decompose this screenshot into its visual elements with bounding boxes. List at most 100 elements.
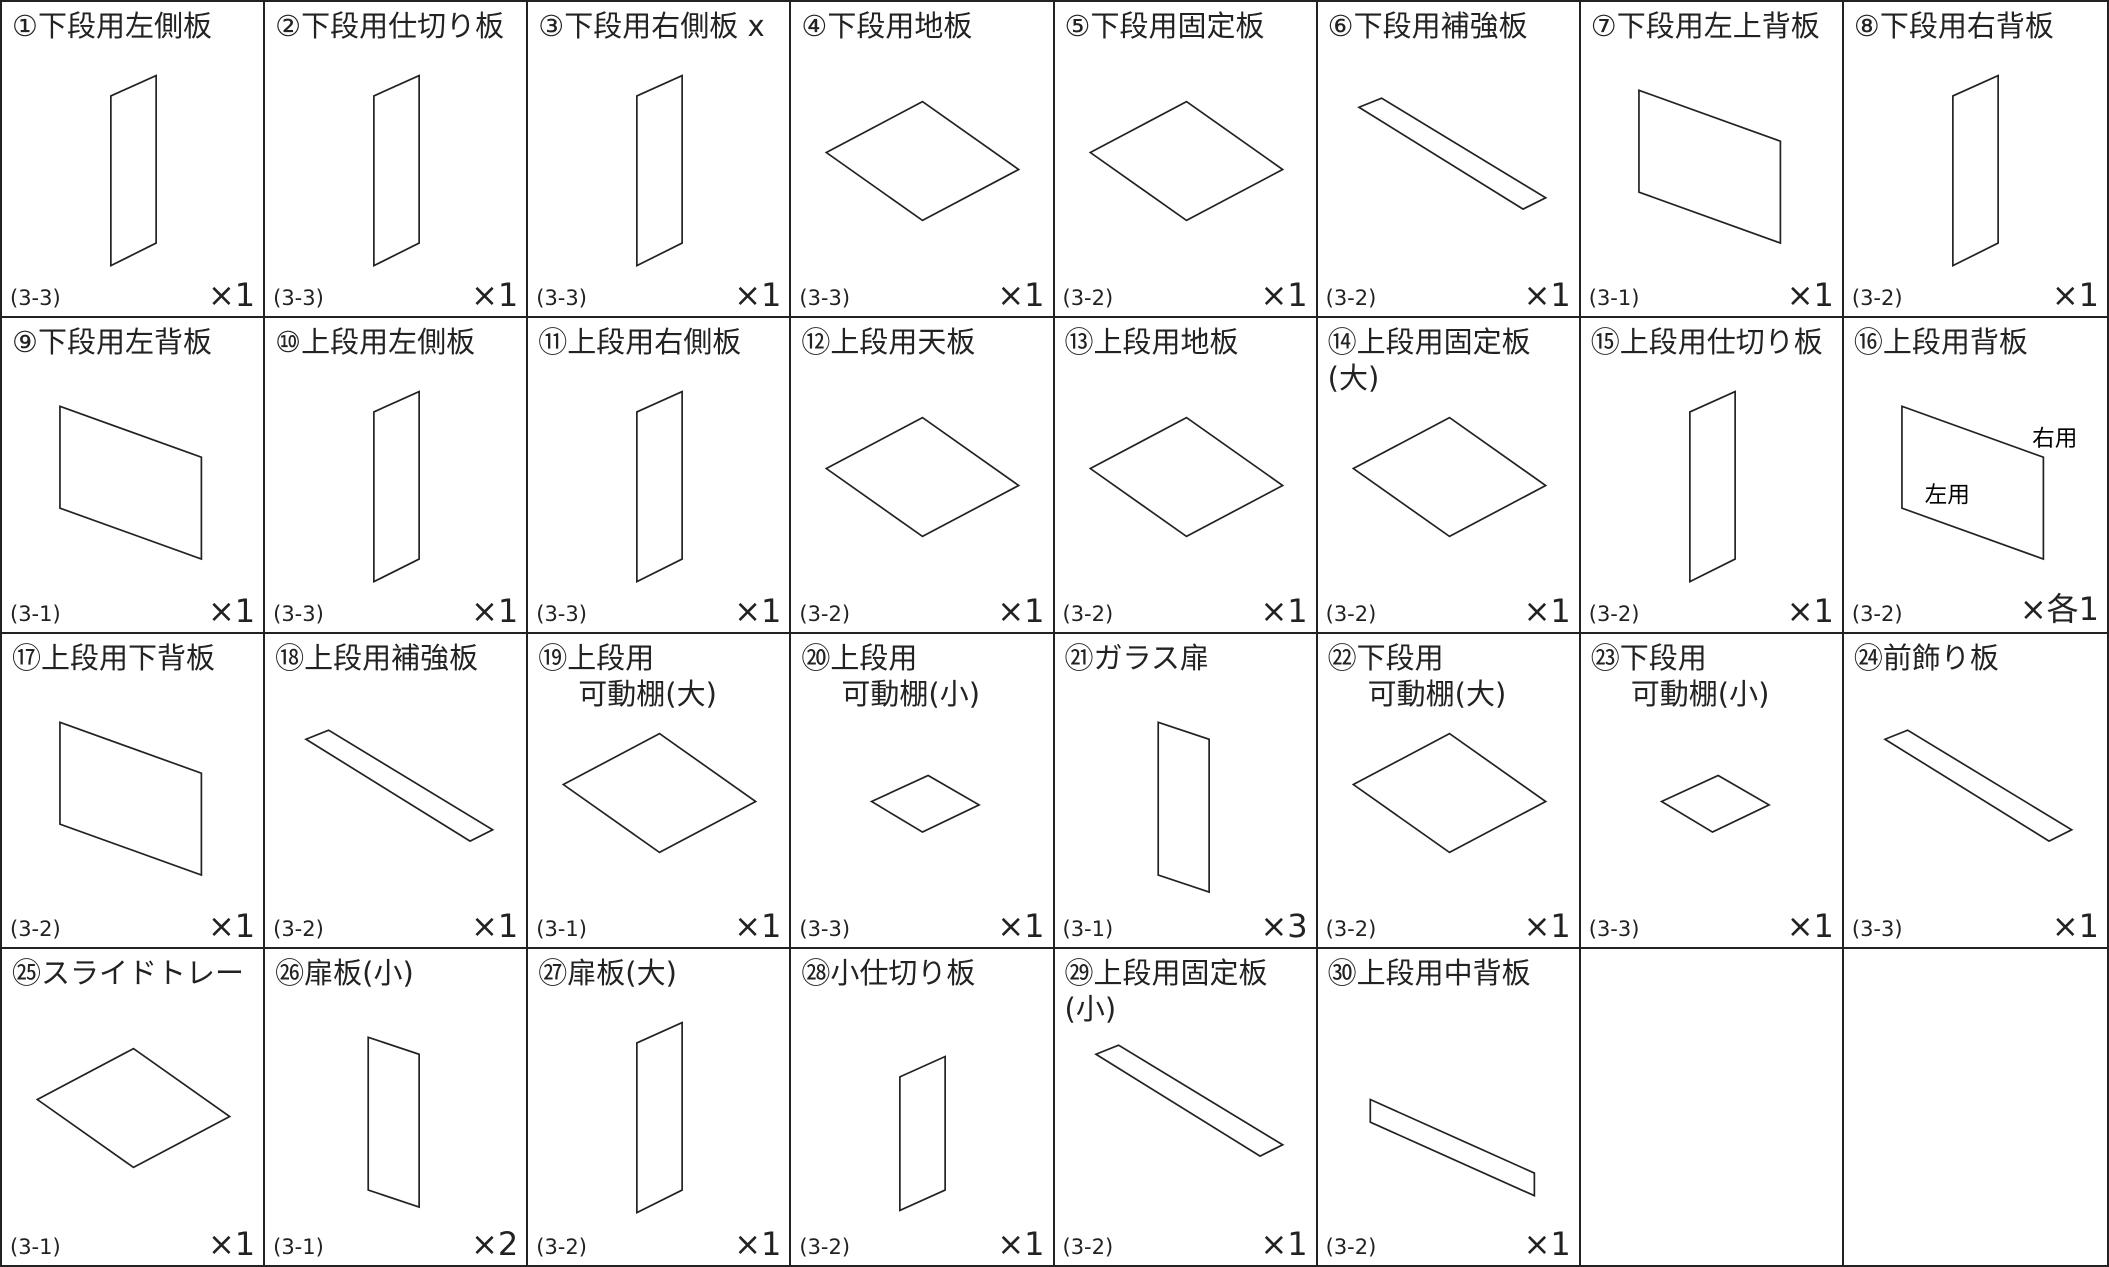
part-cell: ㉙上段用固定板(小) (3-2) ×1 xyxy=(1055,949,1318,1265)
part-qty: ×1 xyxy=(1786,275,1834,314)
part-cell: ⑪上段用右側板 (3-3) ×1 xyxy=(528,317,792,634)
part-shape xyxy=(636,74,684,268)
part-qty: ×1 xyxy=(471,907,519,946)
part-label: ④下段用地板 xyxy=(801,8,972,44)
sub-label: 右用 xyxy=(2032,426,2077,452)
part-code: (3-2) xyxy=(1062,285,1114,310)
label-line: ⑫上段用天板 xyxy=(801,324,976,359)
part-illustration xyxy=(1088,416,1284,538)
part-qty: ×1 xyxy=(207,275,256,314)
part-shape xyxy=(1088,416,1284,538)
part-code: (3-2) xyxy=(1325,917,1377,942)
part-shape xyxy=(1659,774,1771,833)
part-illustration xyxy=(1356,97,1548,211)
part-shape xyxy=(304,728,495,842)
part-code: (3-2) xyxy=(536,1235,587,1259)
part-cell: ⑱上段用補強板 (3-2) ×1 xyxy=(265,633,529,950)
part-code: (3-2) xyxy=(799,1235,851,1259)
part-shape xyxy=(1951,74,1999,268)
label-line: ㉑ガラス扉 xyxy=(1064,640,1209,675)
part-qty: ×1 xyxy=(1523,275,1571,314)
part-code: (3-2) xyxy=(1851,601,1903,626)
part-shape xyxy=(899,1055,947,1212)
part-shape xyxy=(1882,728,2074,842)
part-code: (3-2) xyxy=(1588,601,1640,626)
part-illustration xyxy=(1088,100,1284,222)
part-cell: ㉚上段用中背板 (3-2) ×1 xyxy=(1318,949,1581,1265)
label-line: ⑩上段用左側板 xyxy=(275,324,476,359)
part-shape xyxy=(1351,732,1547,853)
label-line: ⑰上段用下背板 xyxy=(12,640,216,675)
part-qty: ×1 xyxy=(2051,907,2099,946)
part-illustration xyxy=(636,74,684,268)
part-shape xyxy=(870,774,982,833)
label-line: ㉓下段用 xyxy=(1590,640,1707,675)
part-qty: ×2 xyxy=(471,1225,519,1263)
part-cell: ⑥下段用補強板 (3-2) ×1 xyxy=(1317,2,1581,318)
part-label: ㉘小仕切り板 xyxy=(801,955,975,991)
part-label: ㉒下段用 可動棚(大) xyxy=(1328,640,1507,712)
part-label: ㉕スライドトレー xyxy=(12,955,244,991)
part-code: (3-1) xyxy=(10,601,61,626)
part-cell: ③下段用右側板 x (3-3) ×1 xyxy=(528,2,792,318)
part-illustration xyxy=(1688,390,1736,583)
part-qty: ×1 xyxy=(207,907,256,946)
part-qty: ×1 xyxy=(1523,591,1571,630)
label-line: ㉙上段用固定板(小) xyxy=(1064,956,1268,1027)
part-illustration xyxy=(373,74,421,268)
part-cell: ㉔前飾り板 (3-3) ×1 xyxy=(1843,634,2107,950)
part-cell: ㉑ガラス扉 (3-1) ×3 xyxy=(1054,633,1318,950)
label-line: ④下段用地板 xyxy=(801,9,973,43)
part-shape xyxy=(1093,1044,1284,1158)
label-line: ⑥下段用補強板 xyxy=(1327,9,1528,43)
part-illustration xyxy=(1369,1098,1535,1198)
part-label: ⑳上段用 可動棚(小) xyxy=(801,640,980,712)
part-label: ⑧下段用右背板 xyxy=(1854,8,2054,44)
label-line: ①下段用左側板 xyxy=(12,9,212,43)
part-code: (3-3) xyxy=(799,285,851,310)
part-illustration xyxy=(373,390,421,583)
part-qty: ×1 xyxy=(734,275,782,314)
part-label: ⑤下段用固定板 xyxy=(1065,8,1265,44)
part-shape xyxy=(367,1036,421,1209)
label-line: ⑪上段用右側板 xyxy=(538,324,742,359)
part-code: (3-3) xyxy=(536,601,587,626)
part-label: ⑰上段用下背板 xyxy=(12,640,215,676)
label-line: ⑦下段用左上背板 xyxy=(1590,9,1820,43)
part-qty: ×1 xyxy=(471,591,519,630)
part-cell: ④下段用地板 (3-3) ×1 xyxy=(791,2,1055,318)
part-shape xyxy=(373,390,421,583)
empty-cell xyxy=(1844,949,2107,1265)
part-code: (3-1) xyxy=(273,1235,324,1259)
part-code: (3-2) xyxy=(799,601,851,626)
label-line: 可動棚(小) xyxy=(841,676,981,711)
part-cell: ㉘小仕切り板 (3-2) ×1 xyxy=(791,949,1055,1265)
part-label: ⑯上段用背板 xyxy=(1854,324,2028,360)
part-label: ②下段用仕切り板 xyxy=(275,8,504,44)
part-shape xyxy=(825,416,1021,538)
part-qty: ×1 xyxy=(997,907,1045,946)
part-illustration xyxy=(1156,720,1210,893)
part-illustration xyxy=(636,390,684,583)
part-qty: ×1 xyxy=(997,1225,1045,1263)
part-cell: ㉗扉板(大) (3-2) ×1 xyxy=(528,949,792,1265)
part-shape xyxy=(1688,390,1736,583)
part-qty: ×1 xyxy=(207,591,256,630)
part-code: (3-2) xyxy=(1325,601,1377,626)
label-line: ㉕スライドトレー xyxy=(12,956,245,991)
label-line: ⑤下段用固定板 xyxy=(1064,9,1265,43)
part-shape xyxy=(59,720,203,876)
label-line: ⑭上段用固定板(大) xyxy=(1327,324,1531,395)
part-code: (3-2) xyxy=(10,917,61,942)
part-code: (3-3) xyxy=(536,285,587,310)
part-qty: ×1 xyxy=(2051,275,2099,314)
label-line: ⑧下段用右背板 xyxy=(1853,9,2054,43)
part-qty: ×1 xyxy=(207,1225,256,1263)
part-qty: ×1 xyxy=(1523,1225,1571,1263)
part-cell: ⑨下段用左背板 (3-1) ×1 xyxy=(2,317,266,634)
part-shape xyxy=(1351,416,1547,538)
label-line: ③下段用右側板 x xyxy=(538,9,765,43)
part-qty: ×1 xyxy=(734,1225,782,1263)
part-code: (3-2) xyxy=(1851,285,1903,310)
